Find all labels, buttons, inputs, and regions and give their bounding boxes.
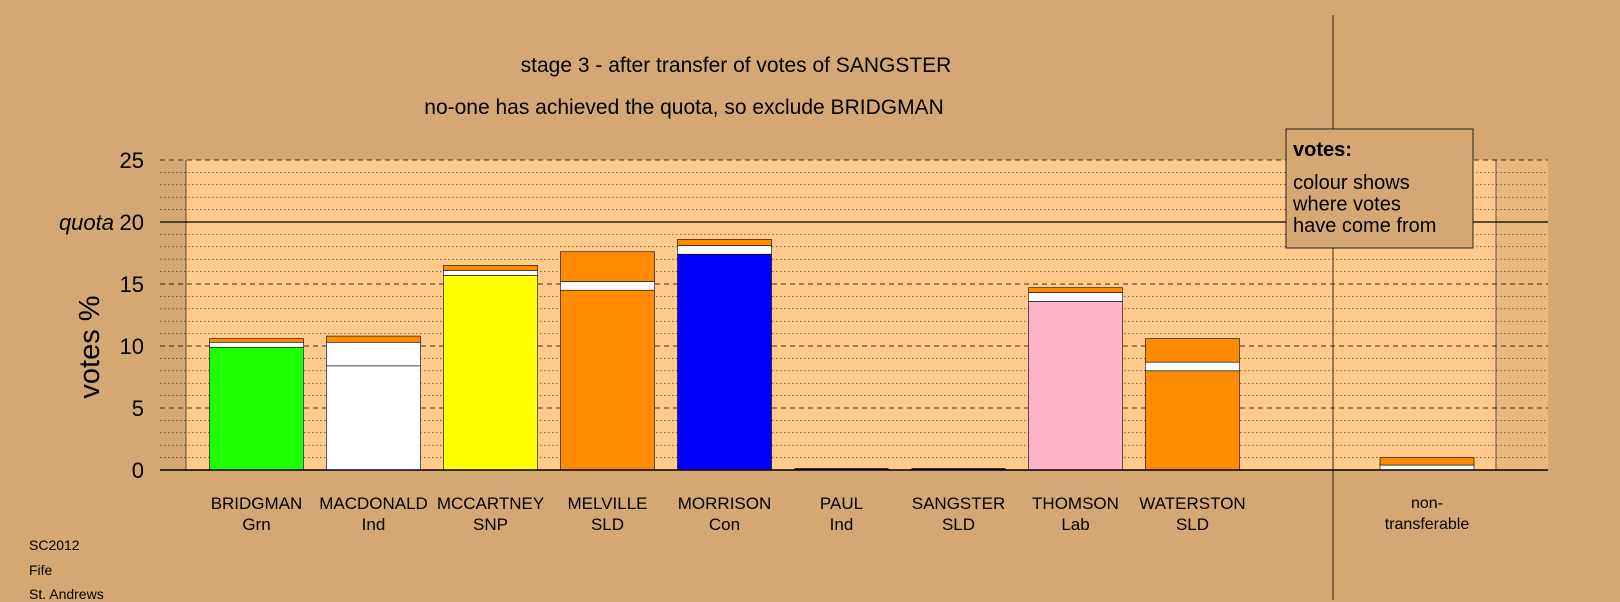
candidate-party: Con (709, 515, 740, 534)
candidate-name: SANGSTER (912, 494, 1006, 513)
bar-melville-segment-0 (560, 289, 655, 471)
bar-bridgman-segment-0 (209, 346, 304, 471)
bar-macdonald-segment-1 (326, 341, 421, 367)
bar-thomson-segment-2 (1028, 287, 1123, 293)
bar-morrison-segment-1 (677, 245, 772, 255)
y-tick-20: 20 (120, 210, 144, 235)
candidate-party: SNP (473, 515, 508, 534)
bar-macdonald-segment-2 (326, 335, 421, 343)
legend-heading: votes: (1293, 139, 1352, 161)
y-tick-10: 10 (120, 334, 144, 359)
y-tick-15: 15 (120, 272, 144, 297)
chart-title: stage 3 - after transfer of votes of SAN… (521, 54, 952, 77)
candidate-name: MORRISON (678, 494, 772, 513)
legend-line-0: colour shows (1293, 172, 1410, 194)
y-axis-label: votes % (74, 295, 106, 398)
bar-thomson-segment-0 (1028, 301, 1123, 471)
bar-morrison-segment-2 (677, 239, 772, 246)
bar-waterston-segment-1 (1145, 361, 1240, 372)
bar-morrison-segment-0 (677, 253, 772, 471)
nontransferable-label-2: transferable (1385, 516, 1470, 533)
candidate-party: SLD (591, 515, 624, 534)
footer-ward: St. Andrews (29, 586, 104, 602)
bar-waterston-segment-2 (1145, 338, 1240, 363)
legend-box (1285, 128, 1474, 249)
bar-mccartney-segment-1 (443, 270, 538, 276)
candidate-name: MACDONALD (319, 494, 428, 513)
y-tick-25: 25 (120, 148, 144, 173)
bar-nontransferable-segment-1 (1379, 457, 1475, 466)
candidate-name: BRIDGMAN (211, 494, 303, 513)
bar-bridgman-segment-2 (209, 338, 304, 343)
bar-waterston-segment-0 (1145, 370, 1240, 471)
candidate-name: MCCARTNEY (437, 494, 544, 513)
bar-bridgman-segment-1 (209, 341, 304, 348)
candidate-name: PAUL (820, 494, 863, 513)
footer-election: SC2012 (29, 537, 80, 553)
candidate-name: WATERSTON (1139, 494, 1245, 513)
candidate-party: SLD (1176, 515, 1209, 534)
bar-mccartney-segment-0 (443, 275, 538, 471)
legend-line-2: have come from (1293, 215, 1436, 237)
quota-label: quota (59, 210, 114, 235)
candidate-party: Ind (362, 515, 386, 534)
bar-macdonald-segment-0 (326, 365, 421, 471)
nontransferable-label-1: non- (1411, 495, 1443, 512)
bar-melville-segment-1 (560, 281, 655, 291)
bar-mccartney-segment-2 (443, 265, 538, 271)
y-tick-0: 0 (132, 458, 144, 483)
bar-nontransferable-segment-0 (1379, 464, 1475, 471)
bar-melville-segment-2 (560, 251, 655, 282)
footer-council: Fife (29, 562, 53, 578)
candidate-name: THOMSON (1032, 494, 1119, 513)
candidate-party: Lab (1061, 515, 1089, 534)
candidate-party: Ind (830, 515, 854, 534)
chart-subtitle: no-one has achieved the quota, so exclud… (424, 96, 943, 119)
candidate-party: SLD (942, 515, 975, 534)
candidate-name: MELVILLE (567, 494, 647, 513)
candidate-party: Grn (242, 515, 270, 534)
y-tick-5: 5 (132, 396, 144, 421)
bar-thomson-segment-1 (1028, 292, 1123, 302)
legend-line-1: where votes (1292, 194, 1401, 216)
